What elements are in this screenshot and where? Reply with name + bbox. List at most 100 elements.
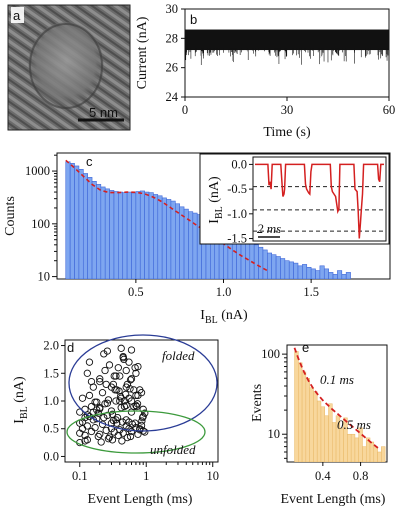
inset-plot-frame xyxy=(252,156,387,242)
scale-bar-label: 5 nm xyxy=(89,105,118,120)
histogram-bar xyxy=(96,184,102,279)
data-point xyxy=(83,369,91,377)
x-tick-label: 0 xyxy=(182,103,188,117)
histogram-bar xyxy=(280,258,286,279)
histogram-bar xyxy=(373,446,378,462)
histogram-bar xyxy=(91,180,97,279)
x-axis-label-sub: BL xyxy=(205,315,218,326)
annotation-slow: 0.5 ms xyxy=(337,417,371,432)
data-point xyxy=(123,433,132,442)
data-point xyxy=(81,413,89,422)
data-point xyxy=(93,398,101,406)
data-point xyxy=(119,354,127,362)
histogram-bar xyxy=(65,161,71,279)
data-point xyxy=(112,372,120,380)
histogram-bar xyxy=(122,192,128,279)
data-point xyxy=(139,412,147,421)
histogram-bar xyxy=(253,244,259,279)
fit-curve xyxy=(65,159,268,272)
inset-y-tick-label: 0.0 xyxy=(231,157,247,171)
histogram-bar xyxy=(319,265,325,279)
y-tick-label: 1000 xyxy=(25,164,50,178)
histogram-bar xyxy=(316,400,322,462)
y-axis-label: IBL (nA) xyxy=(12,376,30,424)
histogram-bar xyxy=(100,186,106,279)
histogram-bar xyxy=(315,270,321,279)
data-point xyxy=(118,437,126,445)
y-tick-label: 0.5 xyxy=(43,422,59,436)
histogram-bar xyxy=(347,433,352,462)
data-point xyxy=(78,394,87,402)
nanopore-image xyxy=(28,22,104,110)
y-axis-label: Counts xyxy=(3,196,18,236)
data-point xyxy=(109,380,117,389)
folded-ellipse xyxy=(68,334,218,432)
y-axis-label: Current (nA) xyxy=(135,16,150,89)
y-tick-label: 10 xyxy=(268,427,281,441)
histogram-bar xyxy=(157,195,163,279)
histogram-bar xyxy=(87,177,93,279)
x-tick-label: 1.5 xyxy=(303,285,319,299)
histogram-bar xyxy=(309,387,314,462)
data-point xyxy=(138,413,147,422)
data-point xyxy=(103,399,111,407)
histogram-bar xyxy=(139,190,145,279)
inset-y-tick-label: -1.5 xyxy=(227,232,247,246)
histogram-bar xyxy=(310,268,316,279)
data-point xyxy=(85,412,94,421)
x-tick-label: 60 xyxy=(383,103,396,117)
histogram-bar xyxy=(354,437,359,462)
x-tick-label: 1 xyxy=(143,469,149,483)
y-label-main: I xyxy=(12,419,27,424)
data-point xyxy=(117,344,125,352)
x-axis-label: Event Length (ms) xyxy=(281,492,386,507)
data-point xyxy=(112,416,120,424)
inset-trace xyxy=(255,163,384,239)
histogram-bar xyxy=(345,272,351,279)
panel-label-e: e xyxy=(302,340,309,355)
x-tick-label: 1.0 xyxy=(216,285,232,299)
histogram-bar xyxy=(301,371,307,462)
data-point xyxy=(105,361,114,369)
histogram-bar xyxy=(74,165,80,279)
x-axis-label: Event Length (ms) xyxy=(88,492,193,507)
data-point xyxy=(100,413,108,422)
histogram-bar xyxy=(109,190,115,279)
data-point xyxy=(85,391,94,400)
histogram-bar xyxy=(313,391,318,462)
annotation-fast: 0.1 ms xyxy=(320,372,354,387)
histogram-bar xyxy=(166,199,172,279)
histogram-bar xyxy=(78,169,84,279)
y-tick-label: 2.0 xyxy=(43,339,59,353)
histogram-bar xyxy=(271,254,277,279)
data-point xyxy=(125,418,133,426)
histogram-bar xyxy=(175,203,180,279)
data-point xyxy=(132,401,140,410)
histogram-bar xyxy=(297,265,303,279)
data-point xyxy=(104,396,113,404)
histogram-bar xyxy=(113,191,119,279)
data-point xyxy=(127,427,136,436)
y-tick-label: 26 xyxy=(166,61,179,75)
data-point xyxy=(98,389,107,397)
data-point xyxy=(126,376,135,384)
histogram-bar xyxy=(328,403,333,462)
y-axis-label: Events xyxy=(250,384,265,422)
panel-label-a: a xyxy=(13,8,21,23)
histogram-bar xyxy=(377,451,382,462)
panel-d: folded unfolded d 0.1 1 100.00.51.01.52.0 … xyxy=(12,334,219,507)
histogram-bar xyxy=(170,200,176,279)
histogram-bar xyxy=(148,192,154,279)
histogram-bar xyxy=(82,173,88,279)
data-point xyxy=(139,405,147,413)
data-point xyxy=(91,423,99,432)
data-point xyxy=(133,402,141,411)
data-point xyxy=(141,409,149,417)
histogram-bar xyxy=(294,351,299,462)
histogram-bar xyxy=(131,192,137,279)
data-point xyxy=(116,397,124,405)
y-tick-label: 100 xyxy=(261,347,280,361)
data-point xyxy=(114,364,122,372)
histogram-bar xyxy=(320,406,325,462)
